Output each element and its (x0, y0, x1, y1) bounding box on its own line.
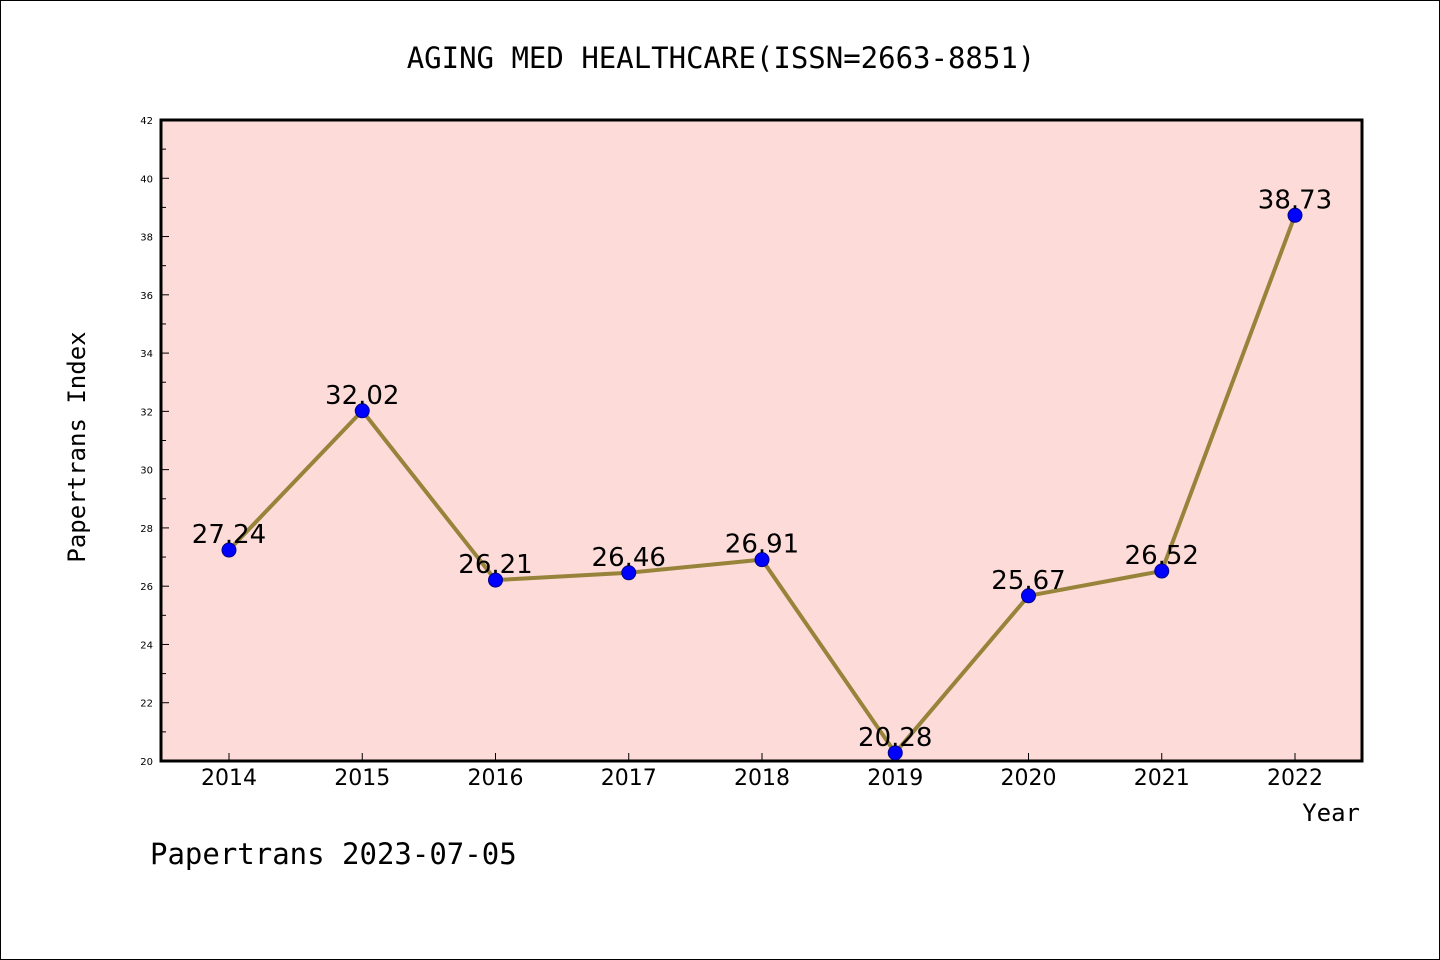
footer-text: Papertrans 2023-07-05 (150, 837, 517, 871)
data-point[interactable] (754, 552, 770, 568)
data-label: 32.02 (325, 381, 399, 411)
y-axis: 20 22 24 26 28 30 32 34 36 38 40 42 (140, 116, 169, 768)
data-point[interactable] (1154, 563, 1170, 579)
x-axis: 2014 2015 2016 2017 2018 2019 2020 2021 2022 (201, 753, 1323, 791)
data-label: 27.24 (192, 520, 266, 550)
data-labels-layer: 27.24 32.02 26.21 26.46 26.91 20.28 25.67 26.52… (192, 185, 1332, 753)
data-point[interactable] (488, 572, 503, 588)
data-label: 20.28 (858, 723, 932, 753)
data-label: 26.46 (592, 543, 666, 573)
data-label: 38.73 (1258, 185, 1332, 215)
y-tick-label: 26 (140, 582, 153, 593)
y-tick-label: 34 (140, 349, 153, 360)
y-tick-label: 32 (140, 407, 153, 418)
data-label: 25.67 (991, 566, 1065, 596)
y-tick-label: 28 (140, 524, 153, 535)
x-tick-label: 2017 (601, 766, 657, 791)
x-tick-label: 2016 (468, 766, 524, 791)
y-axis-label: Papertrans Index (63, 331, 91, 562)
data-points-layer (221, 207, 1303, 761)
data-label: 26.52 (1125, 541, 1199, 571)
data-label: 26.91 (725, 530, 799, 560)
y-tick-label: 30 (140, 466, 153, 477)
x-axis-label: Year (1302, 799, 1360, 827)
data-point[interactable] (221, 542, 237, 558)
y-tick-label: 36 (140, 291, 153, 302)
y-tick-label: 24 (140, 640, 153, 651)
y-tick-label: 40 (140, 174, 153, 185)
y-tick-label: 42 (140, 116, 153, 127)
x-tick-label: 2021 (1134, 766, 1190, 791)
x-tick-label: 2019 (867, 766, 923, 791)
y-tick-label: 20 (140, 757, 153, 768)
x-tick-label: 2015 (334, 766, 390, 791)
data-point[interactable] (621, 565, 637, 581)
x-tick-label: 2014 (201, 766, 257, 791)
x-tick-label: 2022 (1267, 766, 1323, 791)
chart-title: AGING MED HEALTHCARE(ISSN=2663-8851) (407, 41, 1036, 75)
x-tick-label: 2018 (734, 766, 790, 791)
y-tick-label: 22 (140, 699, 153, 710)
plot-area (159, 118, 1364, 763)
data-point[interactable] (354, 403, 370, 419)
data-point[interactable] (1021, 588, 1036, 604)
data-point[interactable] (1287, 207, 1303, 223)
data-point[interactable] (887, 745, 903, 761)
y-tick-label: 38 (140, 233, 153, 244)
x-tick-label: 2020 (1001, 766, 1057, 791)
data-label: 26.21 (458, 550, 532, 580)
